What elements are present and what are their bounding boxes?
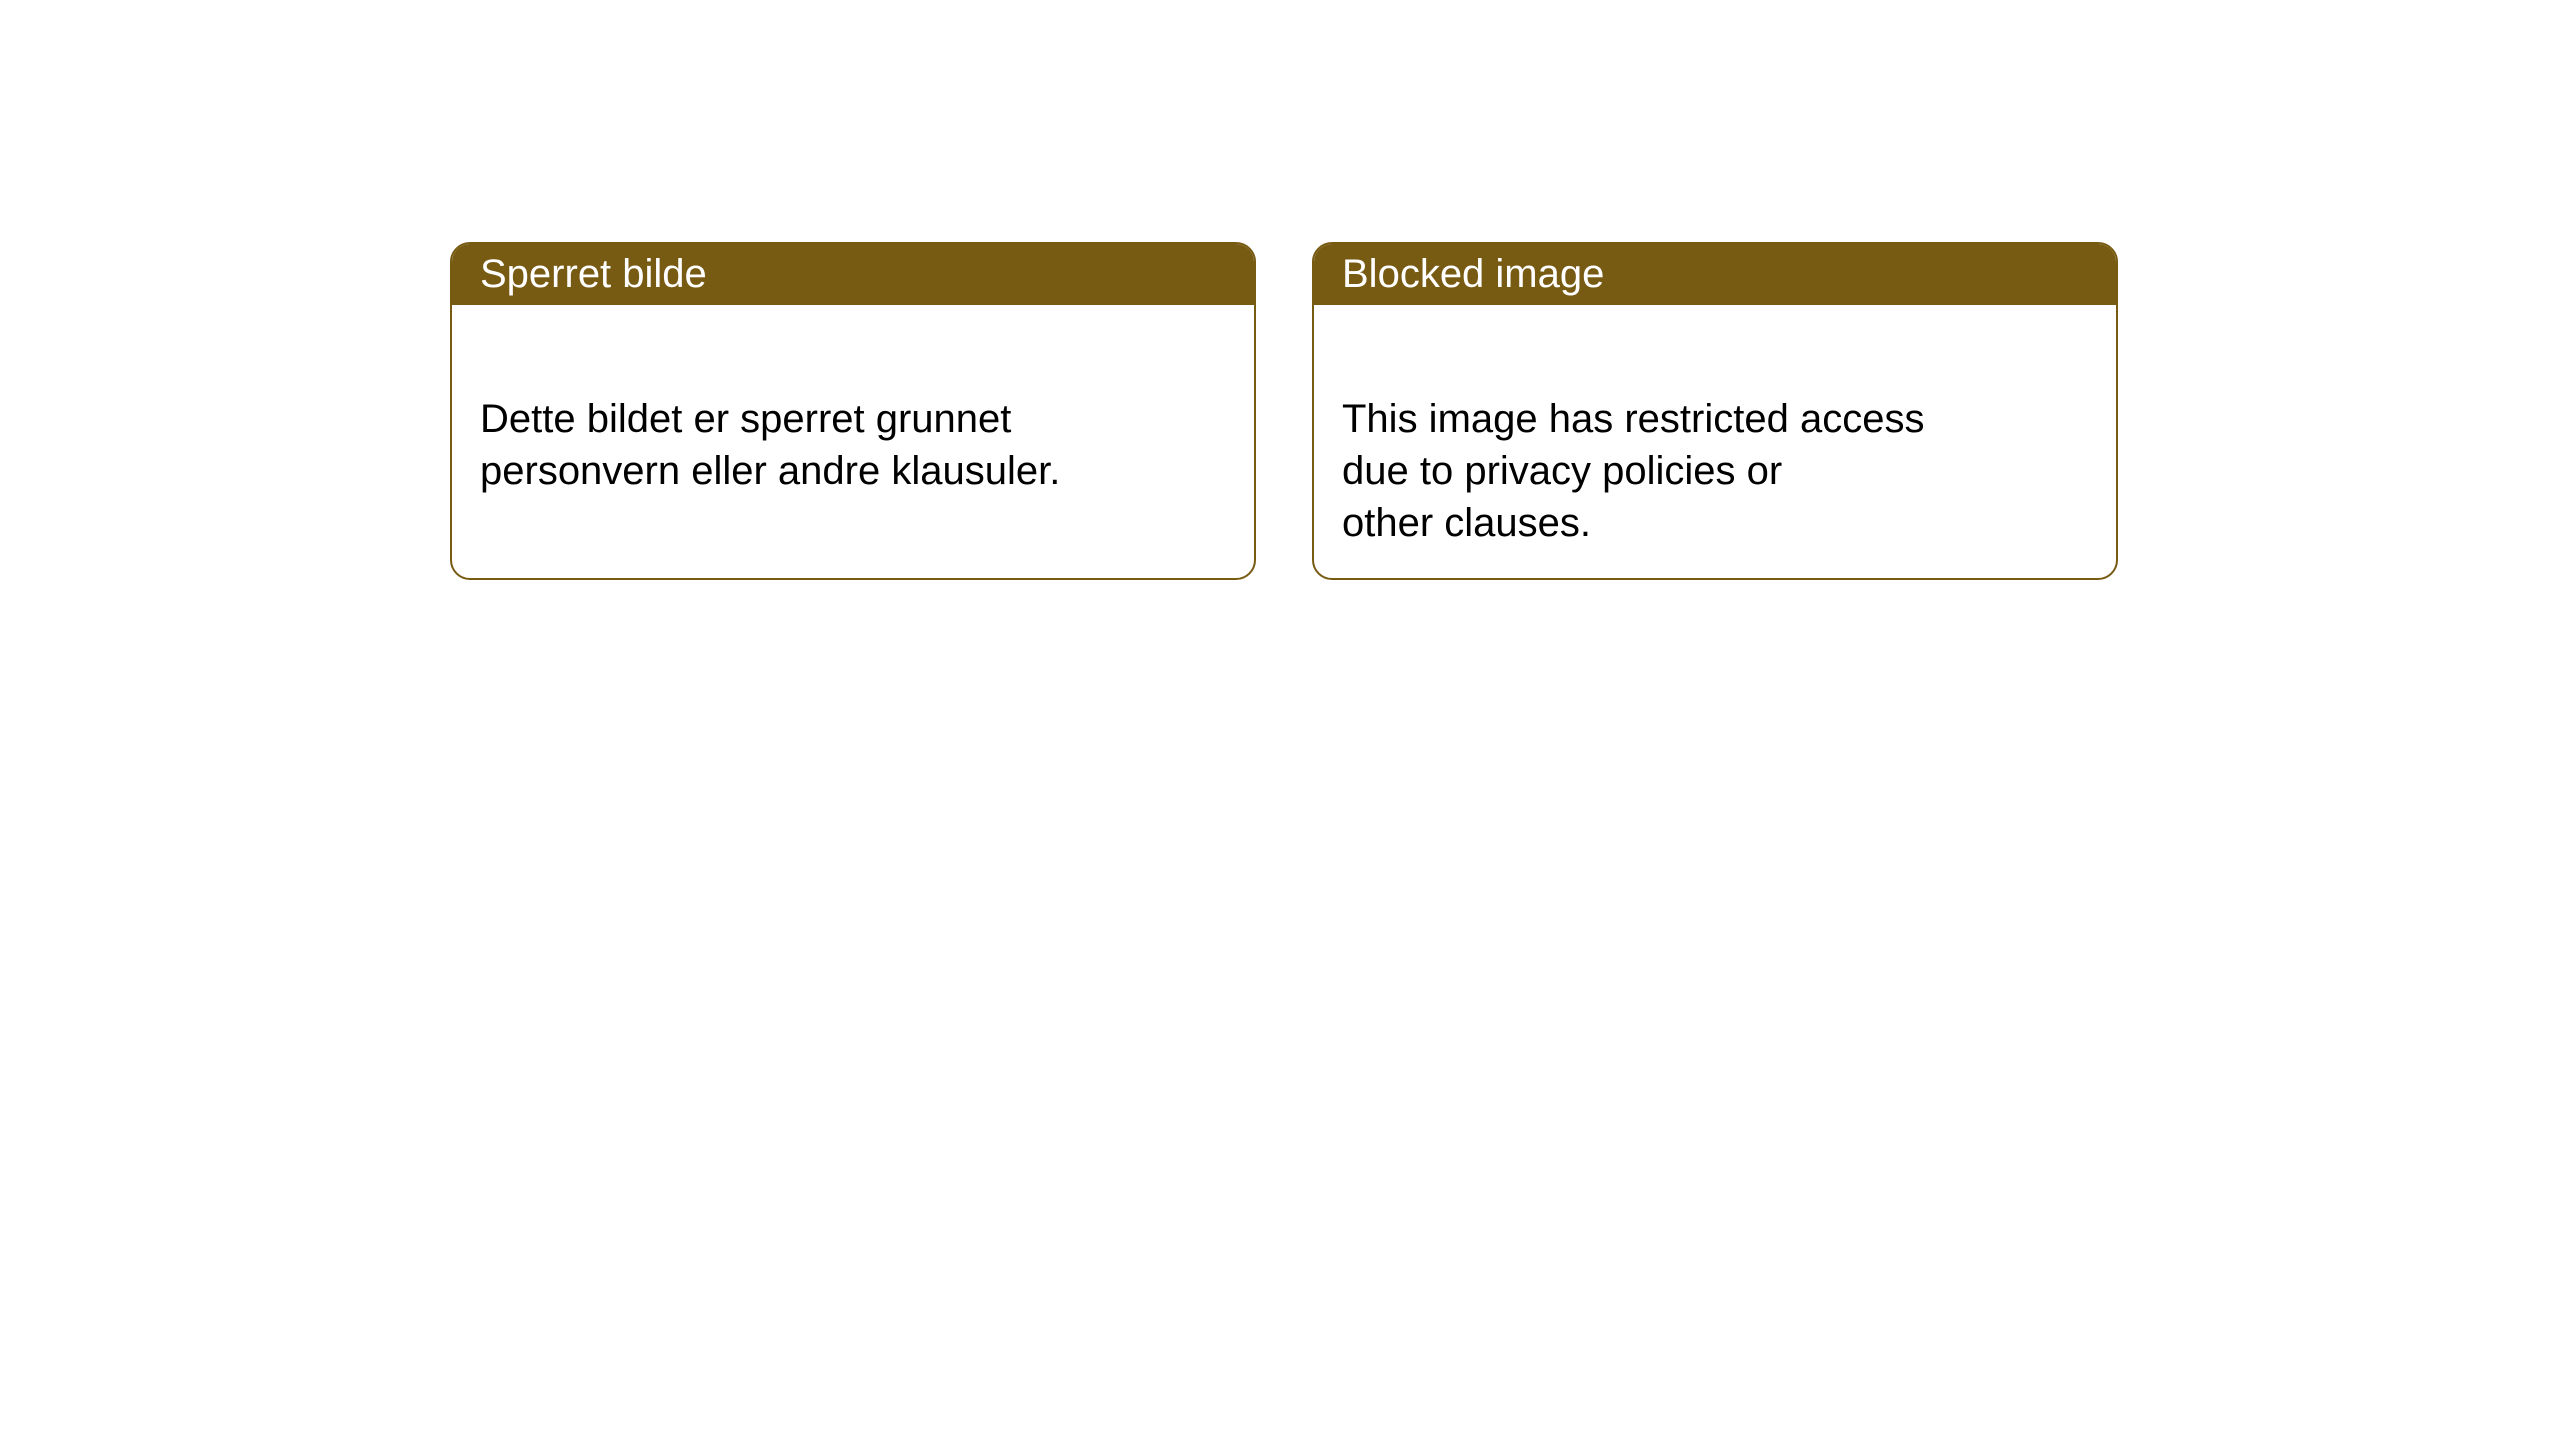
card-header: Sperret bilde — [452, 244, 1254, 305]
card-title: Blocked image — [1342, 252, 1604, 297]
card-message: This image has restricted access due to … — [1342, 397, 1924, 545]
notice-card-english: Blocked image This image has restricted … — [1312, 242, 2118, 580]
card-title: Sperret bilde — [480, 252, 707, 297]
card-body: Dette bildet er sperret grunnet personve… — [452, 305, 1254, 533]
card-body: This image has restricted access due to … — [1314, 305, 2116, 580]
notice-cards-container: Sperret bilde Dette bildet er sperret gr… — [450, 242, 2118, 580]
card-header: Blocked image — [1314, 244, 2116, 305]
card-message: Dette bildet er sperret grunnet personve… — [480, 397, 1060, 493]
notice-card-norwegian: Sperret bilde Dette bildet er sperret gr… — [450, 242, 1256, 580]
